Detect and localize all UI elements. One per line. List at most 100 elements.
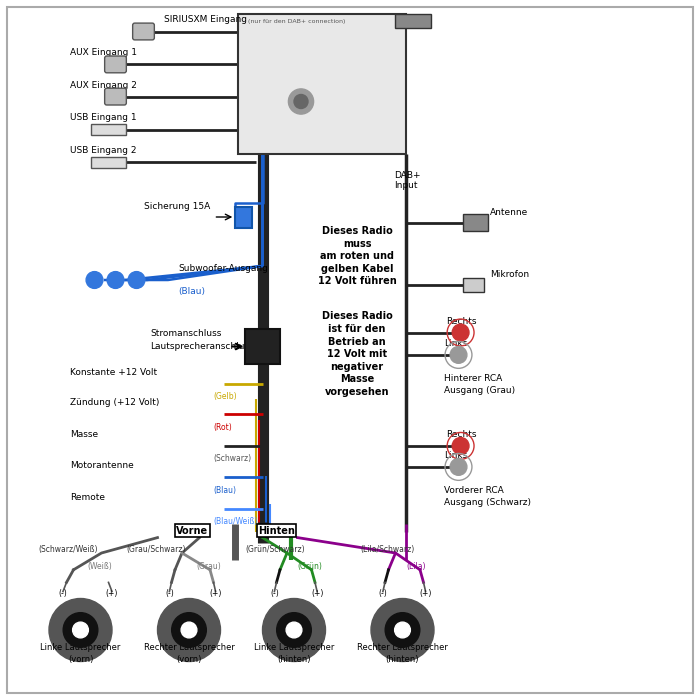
- Text: Ausgang (Schwarz): Ausgang (Schwarz): [444, 498, 531, 507]
- Text: Masse: Masse: [340, 374, 374, 384]
- Text: Linke Lautsprecher: Linke Lautsprecher: [41, 643, 120, 652]
- Text: am roten und: am roten und: [320, 251, 394, 261]
- Text: (+): (+): [209, 589, 222, 598]
- Text: (Schwarz/Weiß): (Schwarz/Weiß): [38, 545, 98, 554]
- Circle shape: [288, 89, 314, 114]
- Circle shape: [294, 94, 308, 108]
- Text: (Lila/Schwarz): (Lila/Schwarz): [360, 545, 414, 554]
- Text: Links: Links: [444, 451, 468, 460]
- FancyBboxPatch shape: [105, 88, 126, 105]
- Bar: [91, 124, 126, 135]
- Text: (Weiß): (Weiß): [88, 563, 112, 571]
- Text: USB Eingang 2: USB Eingang 2: [70, 146, 136, 155]
- Text: (+): (+): [311, 589, 323, 598]
- Text: SIRIUSXM Eingang: SIRIUSXM Eingang: [164, 15, 248, 24]
- Bar: [395, 14, 430, 28]
- Text: Konstante +12 Volt: Konstante +12 Volt: [70, 368, 157, 377]
- Text: Antenne: Antenne: [490, 208, 528, 217]
- Text: Rechts: Rechts: [447, 316, 477, 326]
- Text: Links: Links: [444, 339, 468, 348]
- Bar: [234, 206, 252, 228]
- Text: Vorderer RCA: Vorderer RCA: [444, 486, 504, 495]
- Circle shape: [452, 438, 469, 454]
- Circle shape: [371, 598, 434, 662]
- Circle shape: [395, 622, 410, 638]
- Text: (nur für den DAB+ connection): (nur für den DAB+ connection): [248, 19, 346, 24]
- Text: muss: muss: [343, 239, 371, 248]
- Text: Zündung (+12 Volt): Zündung (+12 Volt): [70, 398, 160, 407]
- Text: Motorantenne: Motorantenne: [70, 461, 134, 470]
- FancyBboxPatch shape: [105, 56, 126, 73]
- Circle shape: [276, 612, 312, 648]
- Text: Hinten: Hinten: [258, 526, 295, 536]
- Text: (Lila): (Lila): [406, 563, 426, 571]
- Text: (Blau): (Blau): [178, 287, 206, 296]
- Circle shape: [286, 622, 302, 638]
- Circle shape: [63, 612, 98, 648]
- Bar: [463, 214, 488, 231]
- Text: (Grau/Schwarz): (Grau/Schwarz): [126, 545, 186, 554]
- Text: Lautsprecheranschluss: Lautsprecheranschluss: [150, 342, 254, 351]
- Text: Dieses Radio: Dieses Radio: [321, 312, 393, 321]
- Text: Masse: Masse: [70, 430, 98, 439]
- Text: (-): (-): [379, 589, 387, 598]
- Text: Subwoofer-Ausgang: Subwoofer-Ausgang: [178, 264, 268, 273]
- Text: (-): (-): [59, 589, 67, 598]
- Text: Rechts: Rechts: [447, 430, 477, 439]
- Text: DAB+: DAB+: [394, 171, 421, 179]
- Text: (Schwarz): (Schwarz): [214, 454, 251, 463]
- Circle shape: [73, 622, 88, 638]
- Text: Dieses Radio: Dieses Radio: [321, 226, 393, 236]
- Text: Rechter Lautsprecher: Rechter Lautsprecher: [144, 643, 235, 652]
- Text: (Gelb): (Gelb): [214, 392, 237, 401]
- Text: (Grün/Schwarz): (Grün/Schwarz): [245, 545, 304, 554]
- Text: Stromanschluss: Stromanschluss: [150, 329, 222, 338]
- Circle shape: [450, 346, 467, 363]
- Circle shape: [158, 598, 220, 662]
- Bar: [463, 278, 484, 292]
- Text: (Rot): (Rot): [214, 423, 232, 432]
- Text: Mikrofon: Mikrofon: [490, 270, 529, 279]
- Text: (vorn): (vorn): [176, 654, 202, 664]
- Text: (hinten): (hinten): [386, 654, 419, 664]
- Text: Vorne: Vorne: [176, 526, 209, 536]
- Text: (-): (-): [270, 589, 279, 598]
- Circle shape: [452, 324, 469, 341]
- Text: Linke Lautsprecher: Linke Lautsprecher: [254, 643, 334, 652]
- Circle shape: [385, 612, 420, 648]
- Circle shape: [128, 272, 145, 288]
- Text: USB Eingang 1: USB Eingang 1: [70, 113, 136, 122]
- Text: Hinterer RCA: Hinterer RCA: [444, 374, 503, 383]
- Text: gelben Kabel: gelben Kabel: [321, 264, 393, 274]
- Text: (Blau): (Blau): [214, 486, 237, 495]
- Text: vorgesehen: vorgesehen: [325, 387, 389, 397]
- Text: AUX Eingang 2: AUX Eingang 2: [70, 80, 137, 90]
- Text: AUX Eingang 1: AUX Eingang 1: [70, 48, 137, 57]
- Text: (hinten): (hinten): [277, 654, 311, 664]
- Text: Sicherung 15A: Sicherung 15A: [144, 202, 210, 211]
- Circle shape: [107, 272, 124, 288]
- Bar: [245, 329, 280, 364]
- Text: (-): (-): [165, 589, 174, 598]
- FancyBboxPatch shape: [132, 23, 154, 40]
- Text: 12 Volt mit: 12 Volt mit: [327, 349, 387, 359]
- Text: Input: Input: [394, 181, 418, 190]
- Circle shape: [172, 612, 206, 648]
- Text: Ausgang (Grau): Ausgang (Grau): [444, 386, 516, 395]
- Text: (Grün): (Grün): [298, 563, 323, 571]
- Text: Rechter Lautsprecher: Rechter Lautsprecher: [357, 643, 448, 652]
- Circle shape: [86, 272, 103, 288]
- Text: (Blau/Weiß): (Blau/Weiß): [214, 517, 258, 526]
- Text: (vorn): (vorn): [68, 654, 93, 664]
- Text: 12 Volt führen: 12 Volt führen: [318, 276, 396, 286]
- Text: Remote: Remote: [70, 493, 105, 502]
- Text: Betrieb an: Betrieb an: [328, 337, 386, 346]
- Text: negativer: negativer: [330, 362, 384, 372]
- Bar: [238, 14, 406, 154]
- Circle shape: [262, 598, 326, 662]
- Circle shape: [49, 598, 112, 662]
- Text: (Grau): (Grau): [196, 563, 220, 571]
- Text: (+): (+): [106, 589, 118, 598]
- Text: ist für den: ist für den: [328, 324, 386, 334]
- Bar: [91, 157, 126, 168]
